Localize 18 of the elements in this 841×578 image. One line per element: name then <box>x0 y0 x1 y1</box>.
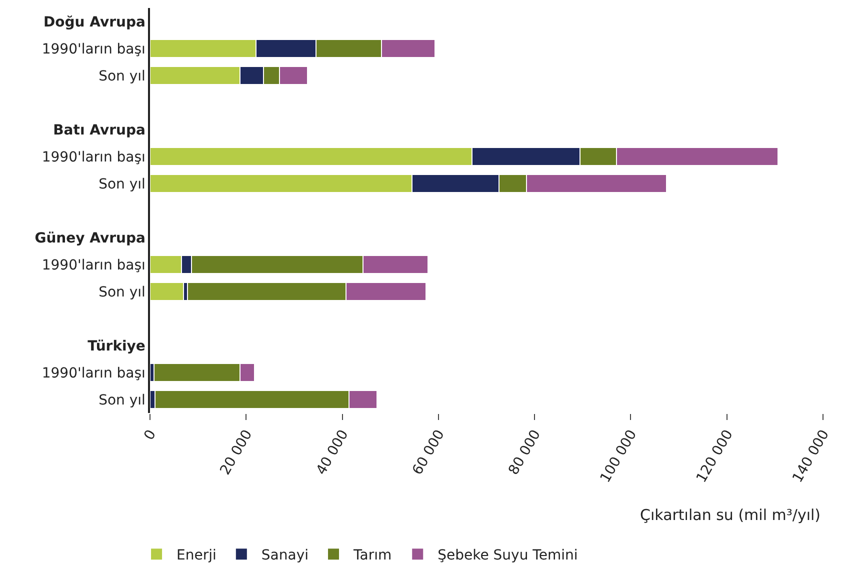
legend-label: Enerji <box>176 548 216 564</box>
y-tick-label: 1990'ların başı <box>42 41 146 58</box>
y-tick-label: Doğu Avrupa <box>44 14 146 30</box>
x-axis-title: Çıkartılan su (mil m³/yıl) <box>640 506 821 524</box>
legend-label: Sanayi <box>261 548 309 564</box>
y-tick-label: Batı Avrupa <box>53 122 146 138</box>
x-tick-label: 0 <box>141 427 160 444</box>
y-tick-label: Güney Avrupa <box>34 230 146 246</box>
y-tick-label: 1990'ların başı <box>42 257 146 274</box>
y-tick-label: 1990'ların başı <box>42 149 146 166</box>
legend-label: Tarım <box>352 548 392 564</box>
y-tick-label: Son yıl <box>98 284 146 300</box>
y-tick-label: Son yıl <box>98 68 146 84</box>
y-tick-label: 1990'ların başı <box>42 365 146 382</box>
y-tick-label: Türkiye <box>88 338 146 354</box>
y-tick-label: Son yıl <box>98 392 146 408</box>
legend-label: Şebeke Suyu Temini <box>438 548 578 564</box>
y-tick-label: Son yıl <box>98 176 146 192</box>
